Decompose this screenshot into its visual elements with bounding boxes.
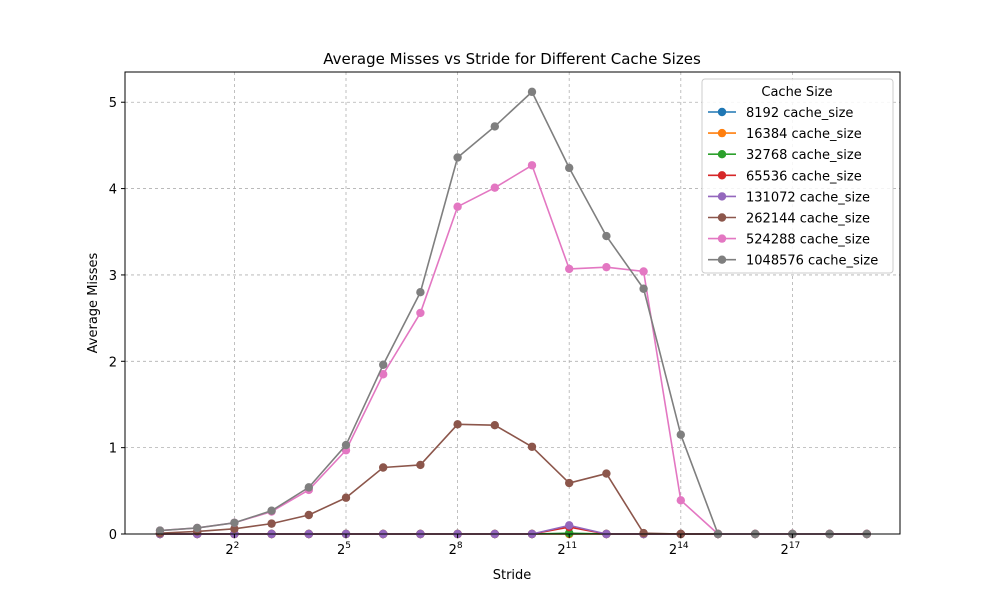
y-axis-ticks: 0 1 2 3 4 5	[109, 96, 125, 543]
data-point	[453, 202, 462, 211]
data-point	[565, 478, 574, 488]
data-point	[304, 510, 313, 520]
plot-frame	[124, 71, 901, 535]
data-point	[602, 231, 611, 241]
legend-item: 8192 cache_size	[708, 106, 853, 121]
grid	[125, 72, 900, 535]
x-tick-label: 25	[337, 541, 351, 558]
legend: Cache Size 8192 cache_size 16384 cache_si…	[701, 78, 894, 274]
legend-item: 1048576 cache_size	[708, 254, 878, 269]
y-tick-label: 5	[109, 96, 117, 111]
data-point	[304, 483, 313, 492]
data-point	[155, 526, 165, 535]
legend-marker	[717, 255, 727, 264]
legend-title: Cache Size	[761, 85, 832, 100]
y-axis-label: Average Misses	[86, 252, 101, 353]
legend-marker	[717, 171, 727, 180]
data-point	[490, 122, 499, 131]
series-group	[155, 87, 871, 539]
legend-marker	[717, 192, 727, 201]
legend-label: 524288 cache_size	[746, 233, 870, 248]
legend-label: 65536 cache_size	[746, 169, 862, 184]
x-tick-label: 211	[557, 541, 577, 558]
y-tick-label: 4	[109, 183, 117, 198]
data-point	[602, 469, 611, 478]
data-point	[341, 493, 351, 502]
data-point	[379, 360, 388, 369]
chart-title: Average Misses vs Stride for Different C…	[323, 50, 701, 68]
data-point	[490, 183, 499, 192]
legend-item: 524288 cache_size	[708, 233, 870, 248]
data-point	[565, 528, 574, 538]
legend-label: 8192 cache_size	[746, 106, 853, 121]
data-point	[639, 267, 648, 276]
x-axis-label: Stride	[493, 568, 532, 583]
data-point	[453, 153, 462, 162]
data-point	[267, 506, 276, 515]
legend-label: 131072 cache_size	[746, 190, 870, 205]
y-tick-label: 2	[109, 355, 117, 370]
legend-marker	[717, 234, 727, 243]
y-tick-label: 0	[109, 528, 117, 543]
data-point	[341, 440, 351, 450]
legend-label: 16384 cache_size	[746, 127, 862, 142]
data-point	[639, 528, 648, 538]
x-tick-label: 22	[225, 541, 239, 558]
data-point	[193, 523, 202, 533]
legend-item: 32768 cache_size	[708, 148, 862, 163]
data-point	[527, 442, 537, 451]
data-point	[527, 161, 537, 170]
legend-label: 262144 cache_size	[746, 212, 870, 227]
data-point	[565, 521, 574, 530]
legend-item: 262144 cache_size	[708, 212, 870, 227]
legend-label: 32768 cache_size	[746, 148, 862, 163]
data-point	[379, 463, 388, 472]
legend-marker	[717, 128, 727, 138]
data-point	[527, 87, 537, 97]
legend-marker	[717, 213, 727, 222]
x-tick-label: 217	[781, 541, 801, 558]
data-point	[230, 518, 239, 527]
legend-item: 131072 cache_size	[708, 190, 870, 205]
legend-item: 16384 cache_size	[708, 127, 862, 142]
x-axis-ticks: 22 25 28 211 214 217	[225, 534, 800, 558]
legend-item: 65536 cache_size	[708, 169, 862, 184]
data-point	[267, 519, 276, 528]
data-point	[416, 308, 425, 318]
data-point	[676, 496, 685, 505]
data-point	[453, 420, 462, 429]
data-point	[676, 430, 685, 439]
data-point	[490, 420, 499, 430]
data-point	[602, 262, 611, 272]
data-point	[379, 370, 388, 379]
legend-marker	[717, 107, 727, 117]
data-point	[230, 524, 239, 534]
data-point	[416, 460, 425, 470]
y-tick-label: 1	[109, 442, 117, 457]
legend-label: 1048576 cache_size	[746, 254, 878, 269]
legend-items: 8192 cache_size 16384 cache_size 32768 cac…	[708, 106, 878, 269]
legend-marker	[717, 150, 727, 159]
data-point	[565, 264, 574, 274]
data-point	[565, 163, 574, 173]
legend-box	[701, 78, 894, 274]
y-tick-label: 3	[109, 269, 117, 284]
x-tick-label: 28	[449, 541, 463, 558]
x-tick-label: 214	[669, 541, 689, 558]
data-point	[416, 288, 425, 297]
data-point	[639, 284, 648, 293]
